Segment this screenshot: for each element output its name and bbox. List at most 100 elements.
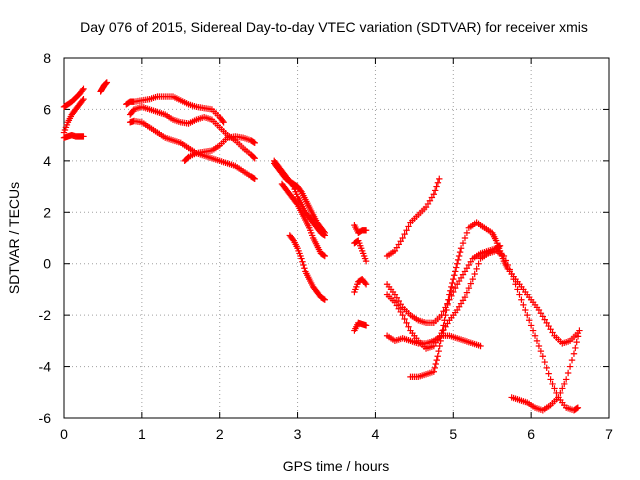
x-tick-label: 1: [138, 426, 146, 442]
data-point: [452, 284, 459, 292]
data-point: [522, 306, 529, 314]
data-point: [440, 308, 447, 315]
data-point: [453, 260, 461, 267]
data-point: [461, 234, 469, 242]
series-s11: [278, 180, 329, 260]
data-point: [250, 139, 257, 146]
y-tick-label: 4: [43, 153, 51, 169]
data-point: [465, 284, 473, 292]
data-point: [456, 248, 464, 256]
data-point: [289, 236, 296, 243]
data-point: [393, 244, 401, 251]
data-point: [391, 291, 399, 298]
data-point: [557, 389, 564, 397]
data-point: [397, 301, 404, 308]
data-point: [362, 322, 370, 329]
data-point: [397, 308, 404, 316]
data-point: [450, 275, 457, 283]
data-point: [251, 139, 258, 147]
data-point: [475, 260, 482, 267]
data-point: [574, 404, 582, 411]
series-s08: [181, 133, 258, 165]
data-point: [422, 203, 430, 211]
data-point: [455, 303, 463, 310]
data-point: [448, 283, 455, 291]
data-point: [535, 342, 543, 350]
data-point: [451, 272, 458, 279]
data-point: [391, 299, 399, 306]
data-point: [437, 337, 444, 345]
data-point: [463, 229, 471, 237]
data-point: [439, 327, 446, 334]
y-tick-label: 8: [43, 50, 51, 66]
data-point: [444, 320, 451, 327]
data-point: [442, 311, 449, 319]
data-point: [401, 230, 408, 238]
data-point: [455, 252, 463, 260]
data-point: [539, 353, 547, 360]
series-s04: [97, 79, 111, 95]
grid-lines: [64, 58, 609, 418]
series-s02: [60, 95, 87, 136]
data-point: [459, 239, 467, 247]
data-point: [574, 333, 582, 340]
data-point: [453, 264, 460, 271]
data-point: [457, 274, 465, 282]
y-tick-label: 2: [43, 204, 51, 220]
data-point: [545, 370, 552, 377]
data-point: [551, 385, 558, 392]
data-point: [321, 252, 329, 260]
x-tick-label: 6: [527, 426, 535, 442]
chart-title: Day 076 of 2015, Sidereal Day-to-day VTE…: [80, 19, 588, 35]
series-s22: [508, 327, 583, 414]
x-tick-label: 0: [60, 426, 68, 442]
data-point: [293, 200, 300, 207]
data-point: [362, 281, 370, 288]
data-point: [362, 227, 370, 234]
data-point: [459, 297, 467, 304]
data-point: [568, 356, 576, 364]
data-point: [320, 228, 328, 235]
data-point: [541, 316, 548, 323]
series-s14: [351, 237, 370, 265]
data-point: [454, 256, 462, 264]
data-point: [445, 296, 452, 303]
series-s05: [123, 93, 227, 126]
x-tick-label: 2: [216, 426, 224, 442]
data-point: [450, 288, 457, 296]
y-tick-label: 0: [43, 256, 51, 272]
data-point: [471, 270, 478, 278]
data-point: [573, 338, 580, 346]
data-point: [467, 280, 475, 287]
data-point: [320, 252, 328, 259]
data-point: [430, 342, 438, 350]
data-point: [251, 175, 258, 183]
data-point: [403, 319, 410, 327]
data-point: [430, 191, 438, 198]
y-axis-label: SDTVAR / TECUs: [6, 182, 22, 294]
data-point: [518, 296, 525, 303]
data-point: [405, 323, 412, 330]
data-point: [424, 200, 432, 208]
data-point: [433, 183, 440, 190]
data-point: [361, 279, 369, 287]
data-point: [559, 385, 566, 392]
data-point: [547, 376, 554, 383]
data-point: [80, 133, 87, 140]
x-tick-labels: 0 1 2 3 4 5 6 7: [60, 426, 613, 442]
data-point: [527, 322, 535, 329]
data-point: [543, 319, 550, 327]
series-s10: [271, 160, 329, 237]
data-point: [431, 364, 438, 372]
data-point: [250, 175, 257, 182]
data-point: [541, 358, 548, 366]
data-point: [473, 265, 480, 273]
data-point: [434, 336, 441, 343]
data-point: [299, 258, 306, 265]
data-point: [549, 380, 556, 388]
data-point: [453, 306, 461, 314]
data-point: [395, 297, 402, 305]
data-point: [433, 356, 440, 364]
data-point: [561, 380, 568, 388]
